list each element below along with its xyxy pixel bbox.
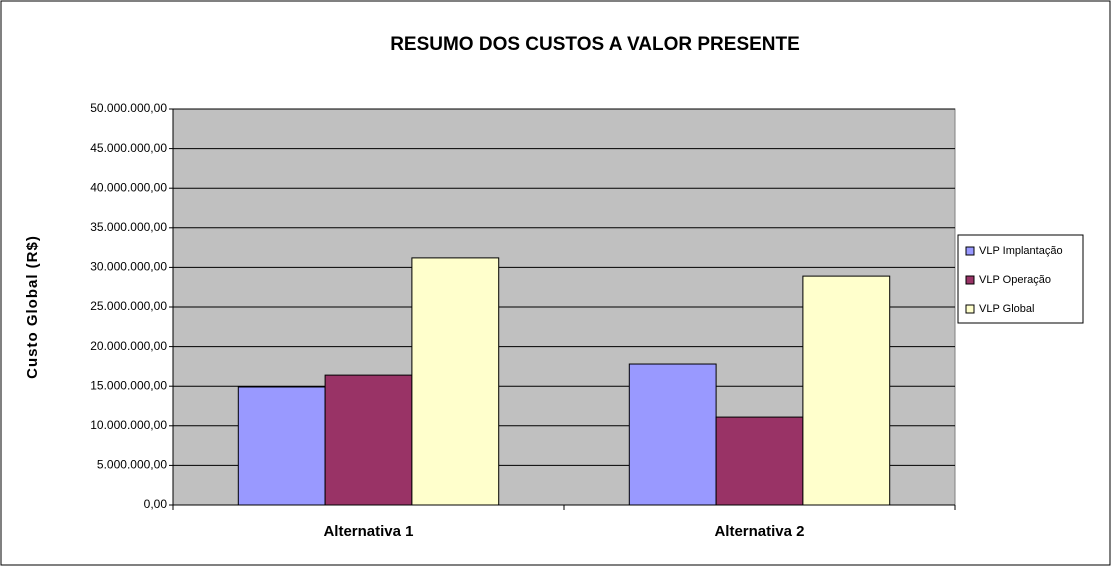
y-tick-label: 15.000.000,00: [90, 378, 167, 392]
bar: [411, 257, 500, 506]
y-tick-label: 0,00: [144, 497, 168, 511]
y-tick-label: 35.000.000,00: [90, 220, 167, 234]
y-tick-label: 45.000.000,00: [90, 141, 167, 155]
bar: [715, 416, 804, 506]
y-tick-label: 25.000.000,00: [90, 299, 167, 313]
legend-label: VLP Global: [979, 303, 1034, 315]
legend-label: VLP Implantação: [979, 245, 1063, 257]
legend-swatch: [965, 304, 975, 314]
legend-swatch: [965, 275, 975, 285]
bar: [237, 386, 326, 506]
bar: [628, 363, 717, 506]
y-tick-label: 50.000.000,00: [90, 101, 167, 115]
chart-title: RESUMO DOS CUSTOS A VALOR PRESENTE: [390, 34, 800, 55]
legend-swatch: [965, 246, 975, 256]
bar: [802, 275, 891, 506]
x-tick-label: Alternativa 2: [714, 523, 804, 540]
y-tick-label: 5.000.000,00: [97, 458, 167, 472]
y-axis-label: Custo Global (R$): [24, 235, 41, 379]
legend-label: VLP Operação: [979, 274, 1051, 286]
y-tick-label: 30.000.000,00: [90, 260, 167, 274]
y-tick-label: 10.000.000,00: [90, 418, 167, 432]
y-tick-label: 40.000.000,00: [90, 180, 167, 194]
y-tick-label: 20.000.000,00: [90, 339, 167, 353]
legend-box: [957, 234, 1084, 324]
bar: [324, 374, 413, 506]
x-tick-label: Alternativa 1: [323, 523, 413, 540]
